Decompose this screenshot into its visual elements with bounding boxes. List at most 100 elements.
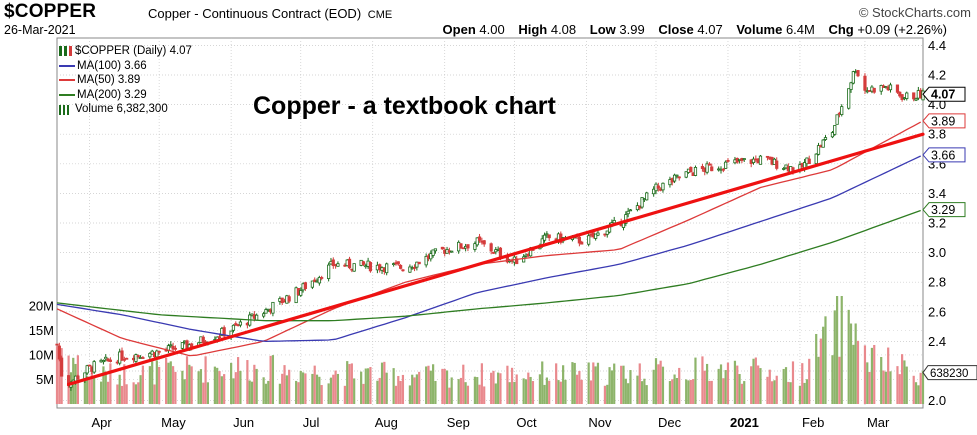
legend-ma100: MA(100) 3.66	[59, 59, 192, 74]
volume-bar	[155, 360, 158, 404]
volume-bar	[206, 382, 210, 404]
candle-body	[294, 287, 298, 304]
volume-bar	[223, 374, 226, 404]
legend-ma50: MA(50) 3.89	[59, 73, 192, 88]
candle-body	[255, 314, 259, 321]
volume-bar	[492, 370, 495, 404]
volume-bar	[271, 355, 275, 404]
candle-body	[856, 70, 860, 77]
month-tick-label: Dec	[658, 415, 682, 430]
volume-bar	[443, 368, 446, 404]
volume-bar	[476, 377, 479, 404]
volume-bar	[587, 362, 590, 404]
price-tick-label: 3.0	[928, 245, 946, 260]
close-value: 4.07	[697, 22, 723, 37]
volume-bar	[606, 384, 609, 404]
volume-bar	[873, 344, 876, 404]
volume-bar	[139, 375, 142, 404]
moving-averages	[56, 121, 922, 357]
volume-bar	[831, 355, 834, 404]
volume-bar	[457, 379, 460, 404]
legend-ma50-label: MA(50) 3.89	[77, 74, 141, 87]
volume-bar	[239, 370, 242, 404]
volume-bar	[100, 381, 103, 404]
volume-bar	[106, 381, 110, 404]
volume-bar	[109, 363, 112, 404]
candle-body	[863, 75, 867, 91]
month-tick-label: Nov	[588, 415, 612, 430]
candle-body	[758, 155, 763, 165]
volume-bar	[490, 372, 493, 404]
volume-bar	[640, 381, 644, 404]
candle-body	[431, 249, 435, 256]
candle-body	[849, 82, 853, 90]
candle-body	[710, 166, 714, 172]
volume-bar	[462, 364, 465, 404]
candle-body	[872, 87, 876, 93]
high-value: 4.08	[550, 22, 577, 37]
last-volume-marker: 638230	[922, 365, 977, 381]
volume-bar	[281, 373, 284, 404]
volume-bar	[564, 379, 567, 404]
candle-body	[104, 356, 108, 360]
volume-bar	[329, 377, 333, 404]
volume-bar	[557, 380, 560, 404]
volume-bar	[768, 369, 771, 404]
volume-bar	[740, 383, 744, 404]
candle-body	[76, 375, 80, 380]
legend-volume-label: Volume 6,382,300	[75, 103, 168, 116]
candle-body	[417, 261, 421, 265]
volume-bar	[441, 368, 444, 404]
candle-body	[628, 209, 633, 212]
volume-bar	[304, 373, 307, 404]
candle-body	[171, 345, 175, 350]
volume-bar	[654, 358, 658, 404]
volume-bar	[657, 364, 660, 404]
candle-body	[814, 153, 818, 164]
candle-body	[707, 163, 712, 166]
volume-bar	[643, 378, 646, 404]
candle-body	[287, 296, 291, 302]
legend-ma200: MA(200) 3.29	[59, 88, 192, 103]
volume-bar	[367, 368, 370, 404]
candle-body	[271, 301, 275, 314]
volume-bar	[285, 375, 288, 404]
last-value-marker: 4.07	[922, 86, 966, 102]
month-tick-label: Mar	[867, 415, 890, 430]
axes: 2.02.22.42.62.83.03.23.43.63.84.04.24.45…	[29, 38, 977, 430]
candle-icon	[59, 46, 73, 57]
volume-bar	[515, 374, 518, 404]
candle-body	[108, 359, 112, 362]
month-tick-label: Aug	[375, 415, 398, 430]
volume-bar	[852, 344, 855, 404]
volume-bar	[724, 370, 727, 404]
volume-bar	[896, 366, 899, 404]
candle-body	[424, 255, 428, 266]
candle-body	[684, 171, 688, 178]
volume-bar	[499, 373, 502, 404]
volume-bar	[889, 371, 892, 404]
volume-bar	[445, 370, 449, 404]
candle-body	[125, 357, 129, 360]
low-value: 3.99	[619, 22, 645, 37]
candle-body	[352, 263, 356, 272]
volume-bar	[722, 378, 725, 404]
candle-body	[807, 158, 811, 164]
volume-bar	[93, 377, 96, 404]
candle-body	[626, 210, 630, 215]
volume-bar	[603, 385, 607, 404]
volume-bar	[510, 367, 514, 404]
low-label: Low	[589, 22, 616, 37]
volume-bar	[880, 357, 883, 404]
candle-body	[440, 246, 445, 250]
volume-bar	[183, 379, 186, 404]
volume-bar	[213, 366, 216, 404]
candle-body	[238, 321, 243, 326]
candle-body	[310, 280, 314, 288]
legend-volume: Volume 6,382,300	[59, 102, 192, 117]
volume-bar	[887, 347, 890, 404]
volume-bar	[703, 370, 706, 404]
volume-bar	[782, 368, 785, 404]
legend-price-label: $COPPER (Daily) 4.07	[75, 45, 192, 57]
volume-bar	[652, 369, 655, 404]
